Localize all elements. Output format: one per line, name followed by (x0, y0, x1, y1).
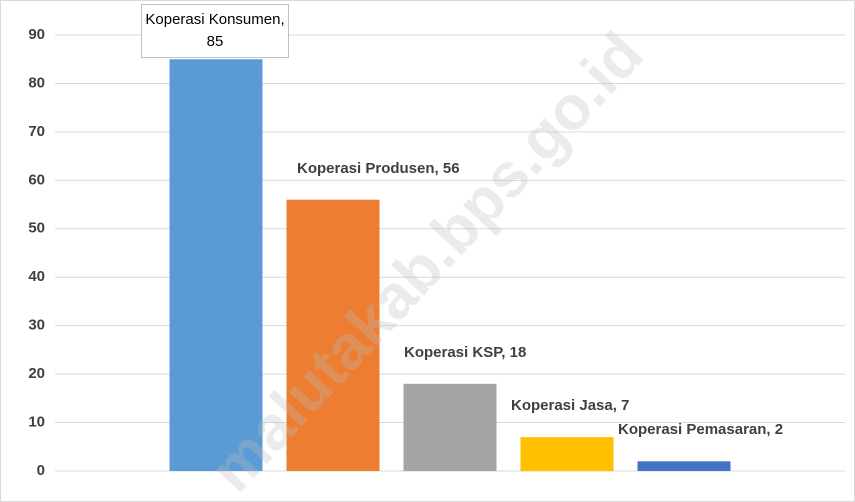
y-tick-label: 0 (37, 462, 45, 479)
y-tick-label: 10 (28, 414, 45, 431)
bar (286, 199, 380, 471)
bar (403, 383, 497, 471)
y-tick-label: 70 (28, 123, 45, 140)
y-tick-label: 50 (28, 220, 45, 237)
y-tick-label: 40 (28, 268, 45, 285)
data-label: Koperasi Konsumen, 85 (141, 4, 289, 58)
data-label: Koperasi KSP, 18 (404, 343, 527, 361)
bar (520, 437, 614, 471)
bar (169, 59, 263, 471)
y-tick-label: 20 (28, 365, 45, 382)
data-label: Koperasi Pemasaran, 2 (618, 421, 784, 439)
data-label: Koperasi Jasa, 7 (511, 397, 630, 415)
y-tick-label: 60 (28, 171, 45, 188)
data-label: Koperasi Produsen, 56 (297, 159, 460, 177)
y-tick-label: 90 (28, 26, 45, 43)
y-tick-label: 80 (28, 74, 45, 91)
y-tick-label: 30 (28, 317, 45, 334)
bar (637, 461, 731, 471)
